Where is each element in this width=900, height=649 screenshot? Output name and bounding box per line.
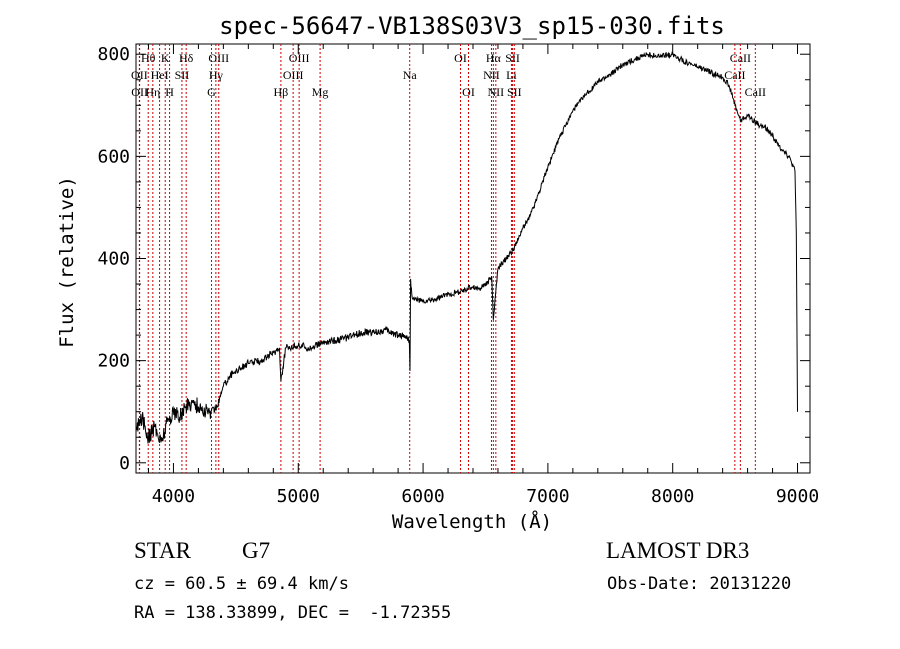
spectral-line-markers [138,44,756,473]
x-tick-label: 5000 [277,486,320,507]
x-tick-label: 9000 [776,486,819,507]
line-label: Hα [486,51,502,65]
x-axis-ticks: 4000 5000 6000 7000 8000 9000 [147,44,819,507]
line-label: OI [462,85,475,99]
x-tick-label: 6000 [401,486,444,507]
line-label: Hη [145,85,160,99]
y-tick-label: 0 [119,453,130,474]
x-axis-label: Wavelength (Å) [392,510,552,533]
redshift-velocity: cz = 60.5 ± 69.4 km/s [134,574,349,594]
y-tick-label: 200 [97,351,130,372]
subclass: G7 [242,538,271,563]
line-label: OI [454,51,467,65]
line-label: OII [131,85,148,99]
line-label: CaII [745,85,766,99]
x-tick-label: 4000 [152,486,195,507]
line-label: OII [131,68,148,82]
line-label: SII [505,51,520,65]
observation-date: Obs-Date: 20131220 [607,574,792,594]
line-label: NII [483,68,500,82]
line-label: OIII [289,51,310,65]
y-tick-label: 400 [97,249,130,270]
line-label: Mg [312,85,329,99]
y-axis-ticks: 0 200 400 600 800 [97,44,810,474]
y-axis-label: Flux (relative) [56,176,78,348]
plot-frame [135,43,811,474]
line-label: CaII [730,51,751,65]
line-label: Li [506,68,517,82]
x-tick-label: 8000 [651,486,694,507]
line-label: Hθ [141,51,156,65]
line-label: OIII [208,51,229,65]
line-label: Hδ [179,51,194,65]
line-label: SII [507,85,522,99]
spectral-line-labels: Hθ OII OII K H Hη HeI SII Hδ OIII Hγ G Hβ OIII OIII Mg N… [131,51,766,99]
line-label: H [165,85,174,99]
line-label: Hγ [209,68,224,82]
line-label: CaII [724,68,745,82]
y-tick-label: 800 [97,44,130,65]
line-label: Hβ [274,85,289,99]
chart-title: spec-56647-VB138S03V3_sp15-030.fits [219,12,725,40]
y-tick-label: 600 [97,146,130,167]
spectrum-series-line [135,51,798,444]
survey-name: LAMOST DR3 [606,538,750,563]
line-label: NII [488,85,505,99]
line-label: K [161,51,170,65]
object-class: STAR [134,538,191,563]
line-label: OIII [283,68,304,82]
coordinates: RA = 138.33899, DEC = -1.72355 [134,603,452,623]
line-label: HeI [151,68,169,82]
line-label: Na [403,68,418,82]
line-label: G [207,85,216,99]
line-label: SII [175,68,190,82]
x-tick-label: 7000 [526,486,569,507]
